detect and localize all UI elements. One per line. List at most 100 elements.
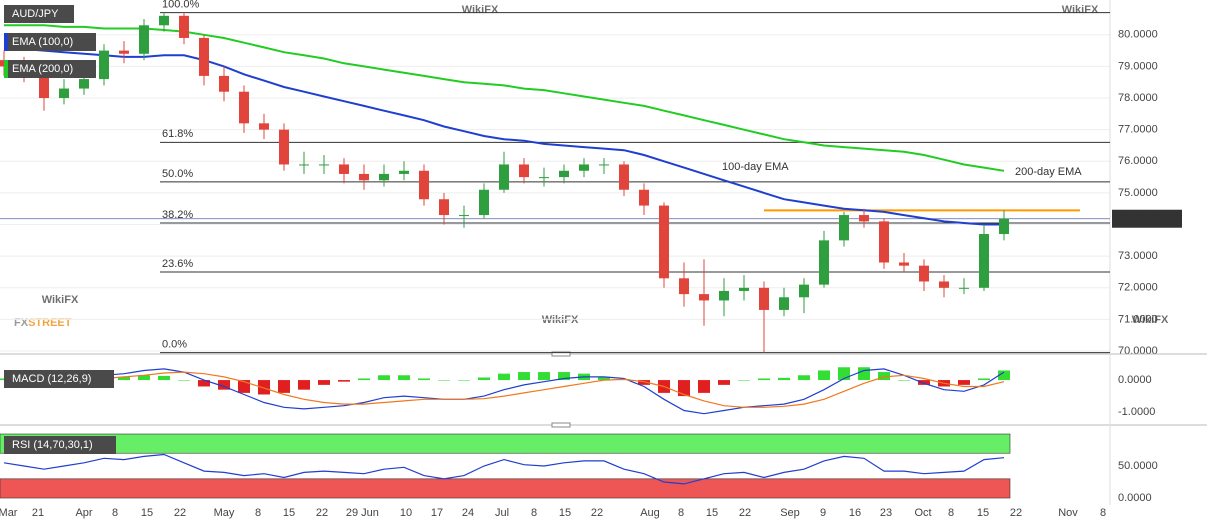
macd-histogram-bar bbox=[738, 380, 750, 381]
macd-histogram-bar bbox=[438, 380, 450, 381]
candle-body bbox=[239, 91, 249, 124]
macd-histogram-bar bbox=[178, 380, 190, 381]
fibonacci-label: 100.0% bbox=[162, 0, 200, 11]
candle-body bbox=[859, 215, 869, 222]
y-tick-label: 76.0000 bbox=[1118, 155, 1158, 167]
macd-histogram-bar bbox=[398, 375, 410, 381]
macd-histogram-bar bbox=[878, 372, 890, 381]
y-tick-label: 75.0000 bbox=[1118, 187, 1158, 199]
logo-part: FX bbox=[14, 317, 29, 329]
candle-body bbox=[359, 173, 369, 181]
x-tick-label: Jul bbox=[495, 507, 509, 519]
candle-body bbox=[339, 164, 349, 174]
y-tick-label: 79.0000 bbox=[1118, 60, 1158, 72]
macd-histogram-bar bbox=[558, 372, 570, 381]
legend-label: EMA (200,0) bbox=[12, 63, 73, 75]
candle-body bbox=[419, 170, 429, 200]
y-tick-label: -1.0000 bbox=[1118, 406, 1155, 418]
macd-histogram-bar bbox=[998, 370, 1010, 381]
macd-histogram-bar bbox=[758, 378, 770, 381]
candle-body bbox=[959, 287, 969, 289]
fibonacci-label: 23.6% bbox=[162, 258, 193, 270]
x-tick-label: 10 bbox=[400, 507, 412, 519]
y-tick-label: 72.0000 bbox=[1118, 282, 1158, 294]
annotation: 200-day EMA bbox=[1015, 166, 1082, 178]
candle-body bbox=[999, 218, 1009, 235]
macd-histogram-bar bbox=[218, 380, 230, 390]
x-tick-label: 15 bbox=[283, 507, 295, 519]
x-tick-label: 22 bbox=[1010, 507, 1022, 519]
candle-body bbox=[99, 50, 109, 80]
x-tick-label: 22 bbox=[591, 507, 603, 519]
y-tick-label: 50.0000 bbox=[1118, 460, 1158, 472]
y-tick-label: 78.0000 bbox=[1118, 92, 1158, 104]
x-tick-label: 22 bbox=[739, 507, 751, 519]
legend-label: EMA (100,0) bbox=[12, 36, 73, 48]
x-tick-label: Apr bbox=[75, 507, 92, 519]
x-tick-label: 29 bbox=[346, 507, 358, 519]
x-tick-label: 15 bbox=[977, 507, 989, 519]
macd-histogram-bar bbox=[918, 380, 930, 385]
last-price-label: 74.18400 bbox=[1118, 213, 1164, 225]
macd-histogram-bar bbox=[638, 380, 650, 385]
y-tick-label: 80.0000 bbox=[1118, 29, 1158, 41]
y-tick-label: 73.0000 bbox=[1118, 250, 1158, 262]
macd-histogram-bar bbox=[158, 375, 170, 381]
candle-body bbox=[619, 164, 629, 190]
candle-body bbox=[179, 15, 189, 38]
legend-box bbox=[4, 436, 116, 454]
pane-handle bbox=[551, 351, 571, 357]
x-tick-label: 8 bbox=[255, 507, 261, 519]
macd-histogram-bar bbox=[478, 377, 490, 381]
macd-histogram-bar bbox=[278, 380, 290, 393]
candle-body bbox=[839, 215, 849, 241]
x-tick-label: 15 bbox=[141, 507, 153, 519]
x-tick-label: 9 bbox=[820, 507, 826, 519]
x-tick-label: Mar bbox=[0, 507, 18, 519]
x-tick-label: 8 bbox=[112, 507, 118, 519]
macd-histogram-bar bbox=[538, 372, 550, 381]
x-tick-label: 17 bbox=[431, 507, 443, 519]
macd-histogram-bar bbox=[118, 376, 130, 381]
watermark: WikiFX bbox=[42, 294, 79, 306]
x-tick-label: Jun bbox=[361, 507, 379, 519]
macd-histogram-bar bbox=[338, 380, 350, 382]
x-tick-label: 15 bbox=[559, 507, 571, 519]
candle-body bbox=[879, 221, 889, 263]
candle-body bbox=[459, 215, 469, 217]
candle-body bbox=[559, 170, 569, 178]
macd-histogram-bar bbox=[598, 376, 610, 381]
macd-histogram-bar bbox=[498, 373, 510, 381]
watermark: WikiFX bbox=[462, 4, 499, 16]
macd-histogram-bar bbox=[678, 380, 690, 397]
fibonacci-label: 38.2% bbox=[162, 209, 193, 221]
candle-body bbox=[279, 129, 289, 165]
x-tick-label: 21 bbox=[32, 507, 44, 519]
legend-marker bbox=[4, 60, 8, 78]
macd-histogram-bar bbox=[818, 370, 830, 381]
macd-histogram-bar bbox=[318, 380, 330, 385]
macd-histogram-bar bbox=[858, 367, 870, 381]
candle-body bbox=[39, 72, 49, 99]
rsi-zone bbox=[0, 433, 1011, 454]
macd-histogram-bar bbox=[378, 375, 390, 381]
legend-box bbox=[4, 5, 74, 23]
candle-body bbox=[819, 240, 829, 285]
rsi-zone bbox=[0, 478, 1011, 499]
legend-box bbox=[4, 60, 96, 78]
fibonacci-label: 0.0% bbox=[162, 339, 187, 351]
candle-body bbox=[499, 164, 509, 190]
candle-body bbox=[599, 164, 609, 166]
legend-label: AUD/JPY bbox=[12, 8, 59, 20]
fibonacci-label: 61.8% bbox=[162, 128, 193, 140]
macd-histogram-bar bbox=[718, 380, 730, 385]
macd-histogram-bar bbox=[978, 378, 990, 381]
y-tick-label: 77.0000 bbox=[1118, 124, 1158, 136]
macd-histogram-bar bbox=[798, 375, 810, 381]
x-tick-label: 16 bbox=[849, 507, 861, 519]
candle-body bbox=[899, 262, 909, 266]
macd-histogram-bar bbox=[258, 380, 270, 395]
candle-body bbox=[759, 287, 769, 310]
x-tick-label: 24 bbox=[462, 507, 474, 519]
legend-box bbox=[4, 33, 96, 51]
